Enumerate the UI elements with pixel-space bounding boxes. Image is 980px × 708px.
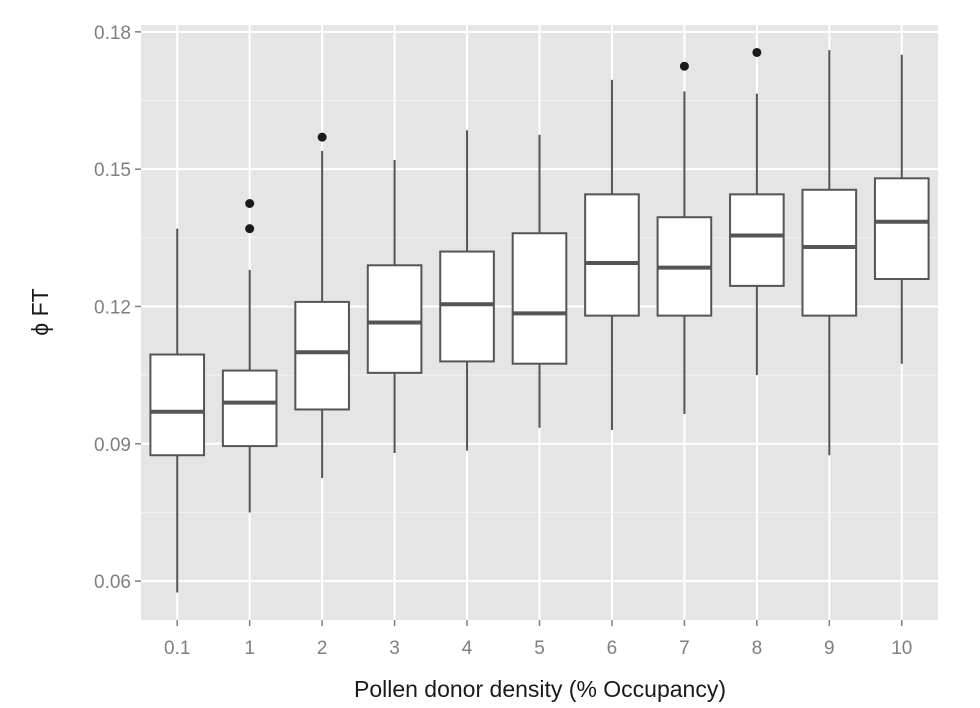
box-group xyxy=(656,61,713,415)
x-axis: 0.1 1 2 3 4 5 6 7 8 9 10 xyxy=(164,620,912,659)
iqr-box xyxy=(584,193,640,317)
boxes-layer xyxy=(149,47,930,593)
x-tick-label: 10 xyxy=(891,638,912,659)
y-tick-label: 0.09 xyxy=(94,435,131,456)
x-tick-label: 6 xyxy=(607,638,618,659)
y-axis: 0.06 0.09 0.12 0.15 0.18 xyxy=(94,23,141,593)
box-group xyxy=(801,50,858,456)
iqr-box xyxy=(294,300,350,411)
x-tick-label: 5 xyxy=(534,638,545,659)
x-tick-label: 2 xyxy=(317,638,328,659)
x-tick-label: 4 xyxy=(462,638,473,659)
iqr-box xyxy=(801,188,858,317)
iqr-box xyxy=(366,264,423,374)
iqr-box xyxy=(511,232,568,365)
outlier-point xyxy=(245,224,255,234)
iqr-box xyxy=(149,353,206,457)
box-group xyxy=(366,160,423,453)
box-group xyxy=(221,199,278,513)
outlier-point xyxy=(317,132,327,142)
y-axis-title: ϕ FT xyxy=(27,288,53,335)
iqr-box xyxy=(221,369,278,448)
box-group xyxy=(439,130,495,451)
x-tick-label: 7 xyxy=(679,638,690,659)
y-tick-label: 0.18 xyxy=(94,23,131,44)
outlier-point xyxy=(752,47,762,57)
box-group xyxy=(294,132,350,479)
y-tick-label: 0.12 xyxy=(94,297,131,318)
iqr-box xyxy=(873,177,930,281)
x-tick-label: 9 xyxy=(824,638,835,659)
x-axis-title: Pollen donor density (% Occupancy) xyxy=(354,676,726,702)
box-group xyxy=(729,47,785,376)
x-tick-label: 1 xyxy=(244,638,255,659)
box-group xyxy=(511,134,568,428)
box-group xyxy=(149,228,206,593)
box-group xyxy=(584,79,640,431)
y-tick-label: 0.06 xyxy=(94,572,131,593)
x-tick-label: 0.1 xyxy=(164,638,190,659)
box-group xyxy=(873,54,930,364)
x-tick-label: 8 xyxy=(752,638,763,659)
iqr-box xyxy=(729,193,785,287)
y-tick-label: 0.15 xyxy=(94,160,131,181)
iqr-box xyxy=(439,250,495,363)
x-tick-label: 3 xyxy=(389,638,400,659)
outlier-point xyxy=(245,199,255,208)
outlier-point xyxy=(679,61,689,71)
